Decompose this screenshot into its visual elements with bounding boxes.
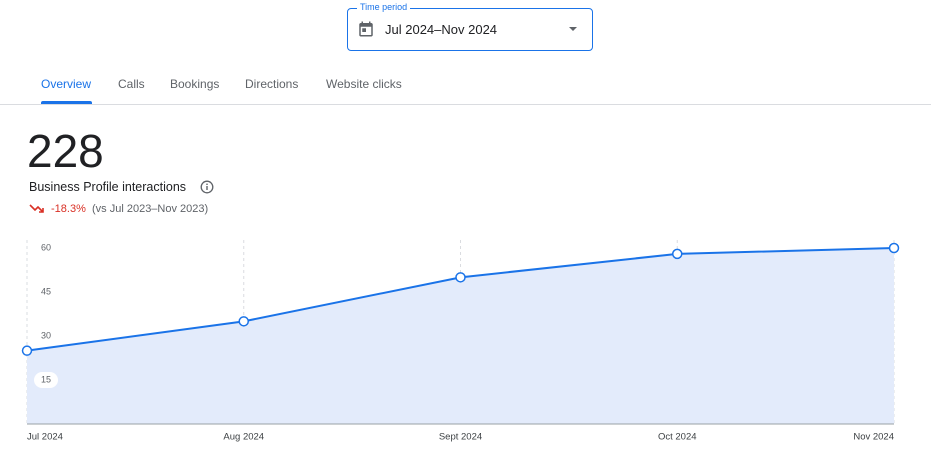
y-tick-label: 15 xyxy=(41,374,51,384)
metric-name: Business Profile interactions xyxy=(29,180,187,194)
divider xyxy=(0,104,931,105)
dropdown-value: Jul 2024–Nov 2024 xyxy=(385,22,498,37)
tab[interactable]: Calls xyxy=(118,77,145,91)
chart: Jul 2024 Aug 2024 Sept 2024 Oct 2024 Nov 202… xyxy=(21,240,900,443)
y-tick-label: 45 xyxy=(41,286,51,296)
tab-underline xyxy=(41,101,92,104)
point xyxy=(455,272,466,283)
tick-label-bg xyxy=(34,372,58,388)
total-value: 228 xyxy=(27,125,104,177)
x-tick-label: Sept 2024 xyxy=(439,432,482,443)
point xyxy=(238,316,249,327)
area xyxy=(27,248,894,424)
point xyxy=(21,345,33,356)
info-icon[interactable] xyxy=(200,180,214,194)
point xyxy=(888,242,900,254)
tab[interactable]: Overview xyxy=(41,77,92,91)
dropdown-label: Time period xyxy=(357,2,411,12)
time-period-dropdown[interactable] xyxy=(347,8,593,51)
x-tick-label: Jul 2024 xyxy=(27,432,63,443)
change-value: -18.3% xyxy=(51,203,86,215)
point xyxy=(672,248,683,260)
tab[interactable]: Directions xyxy=(245,77,299,91)
trend-down-icon xyxy=(29,204,44,213)
tab[interactable]: Bookings xyxy=(170,77,220,91)
y-tick-label: 30 xyxy=(41,330,51,340)
calendar-icon xyxy=(359,21,373,37)
x-tick-label: Nov 2024 xyxy=(853,432,894,443)
y-tick-label: 60 xyxy=(41,242,51,252)
x-tick-label: Aug 2024 xyxy=(223,432,264,443)
dropdown-caret xyxy=(569,27,577,31)
comparison-period: (vs Jul 2023–Nov 2023) xyxy=(92,203,209,215)
x-tick-label: Oct 2024 xyxy=(658,432,697,443)
tab[interactable]: Website clicks xyxy=(326,77,402,91)
